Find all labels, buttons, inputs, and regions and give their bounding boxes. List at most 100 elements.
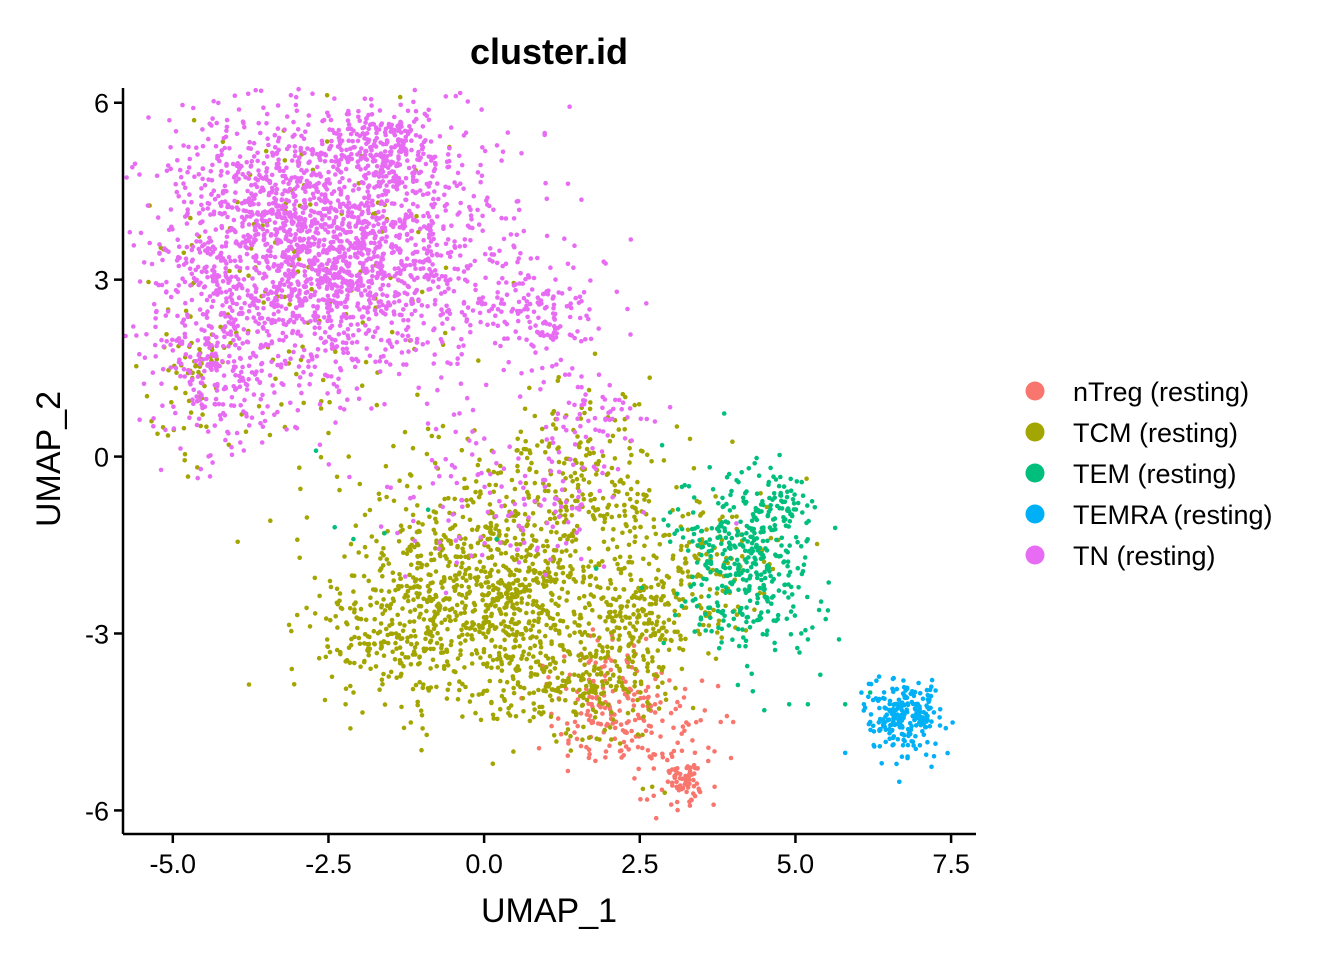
- scatter-point: [551, 557, 557, 562]
- scatter-point: [449, 639, 454, 644]
- scatter-point: [343, 340, 349, 346]
- scatter-point: [417, 485, 423, 490]
- scatter-point: [726, 531, 732, 536]
- scatter-point: [362, 195, 367, 201]
- scatter-point: [694, 574, 699, 579]
- scatter-point: [303, 189, 308, 195]
- scatter-point: [409, 641, 414, 647]
- scatter-point: [234, 239, 239, 244]
- scatter-point: [273, 182, 278, 188]
- scatter-point: [443, 208, 449, 213]
- scatter-point: [818, 672, 823, 678]
- scatter-point: [279, 402, 284, 407]
- scatter-point: [507, 661, 512, 666]
- scatter-point: [261, 160, 267, 166]
- scatter-point: [297, 465, 302, 471]
- scatter-point: [208, 168, 214, 174]
- scatter-point: [505, 336, 510, 341]
- scatter-point: [321, 206, 326, 212]
- scatter-point: [461, 343, 466, 348]
- scatter-point: [716, 528, 722, 534]
- scatter-point: [488, 524, 494, 529]
- scatter-point: [192, 174, 197, 179]
- scatter-point: [214, 334, 219, 340]
- scatter-point: [674, 779, 679, 785]
- scatter-point: [165, 433, 171, 438]
- scatter-point: [501, 688, 506, 693]
- scatter-point: [382, 608, 388, 613]
- scatter-point: [615, 561, 620, 567]
- scatter-point: [220, 189, 226, 195]
- scatter-point: [465, 632, 470, 637]
- scatter-point: [469, 217, 474, 222]
- scatter-point: [870, 723, 876, 729]
- scatter-point: [436, 607, 442, 613]
- scatter-point: [713, 656, 719, 662]
- scatter-point: [437, 134, 443, 139]
- scatter-point: [415, 503, 420, 508]
- scatter-point: [536, 746, 542, 751]
- scatter-point: [275, 353, 281, 359]
- scatter-point: [308, 319, 313, 324]
- scatter-point: [621, 739, 627, 745]
- scatter-point: [263, 148, 269, 154]
- scatter-point: [374, 650, 380, 656]
- scatter-point: [367, 507, 373, 513]
- scatter-point: [925, 739, 930, 745]
- scatter-point: [671, 620, 677, 625]
- scatter-point: [282, 127, 287, 132]
- scatter-point: [189, 271, 195, 277]
- scatter-point: [534, 579, 540, 584]
- scatter-point: [345, 326, 351, 332]
- scatter-point: [369, 534, 375, 539]
- scatter-point: [413, 108, 419, 114]
- scatter-point: [646, 561, 652, 567]
- scatter-point: [625, 710, 631, 716]
- scatter-point: [744, 605, 749, 610]
- scatter-point: [601, 539, 607, 545]
- scatter-point: [224, 296, 229, 301]
- scatter-point: [593, 472, 599, 477]
- scatter-point: [383, 463, 389, 469]
- scatter-point: [355, 287, 361, 292]
- scatter-point: [417, 660, 422, 666]
- scatter-point: [636, 639, 641, 644]
- scatter-point: [475, 207, 480, 213]
- scatter-point: [812, 505, 818, 510]
- scatter-point: [402, 184, 408, 190]
- scatter-point: [691, 495, 697, 500]
- scatter-point: [749, 671, 754, 677]
- scatter-point: [292, 153, 298, 159]
- scatter-point: [382, 401, 387, 407]
- scatter-point: [467, 626, 472, 631]
- scatter-point: [483, 382, 489, 388]
- scatter-point: [774, 537, 779, 543]
- scatter-point: [285, 210, 290, 216]
- scatter-point: [660, 680, 665, 685]
- scatter-point: [786, 524, 791, 529]
- scatter-point: [556, 564, 562, 570]
- scatter-point: [415, 583, 420, 589]
- scatter-point: [197, 347, 202, 352]
- scatter-point: [344, 620, 349, 625]
- scatter-point: [412, 262, 417, 267]
- scatter-point: [587, 574, 593, 580]
- scatter-point: [550, 592, 555, 597]
- scatter-point: [540, 603, 545, 608]
- scatter-point: [652, 702, 658, 707]
- scatter-point: [492, 626, 498, 632]
- scatter-point: [154, 173, 160, 179]
- scatter-point: [699, 545, 704, 550]
- scatter-point: [779, 543, 784, 548]
- scatter-point: [185, 312, 190, 317]
- scatter-point: [690, 592, 695, 597]
- scatter-point: [218, 173, 224, 178]
- scatter-point: [317, 442, 323, 448]
- scatter-point: [272, 319, 278, 325]
- scatter-point: [739, 605, 744, 611]
- scatter-point: [610, 717, 616, 722]
- scatter-point: [407, 572, 412, 578]
- scatter-point: [327, 399, 332, 405]
- scatter-point: [477, 310, 483, 316]
- scatter-point: [719, 520, 725, 525]
